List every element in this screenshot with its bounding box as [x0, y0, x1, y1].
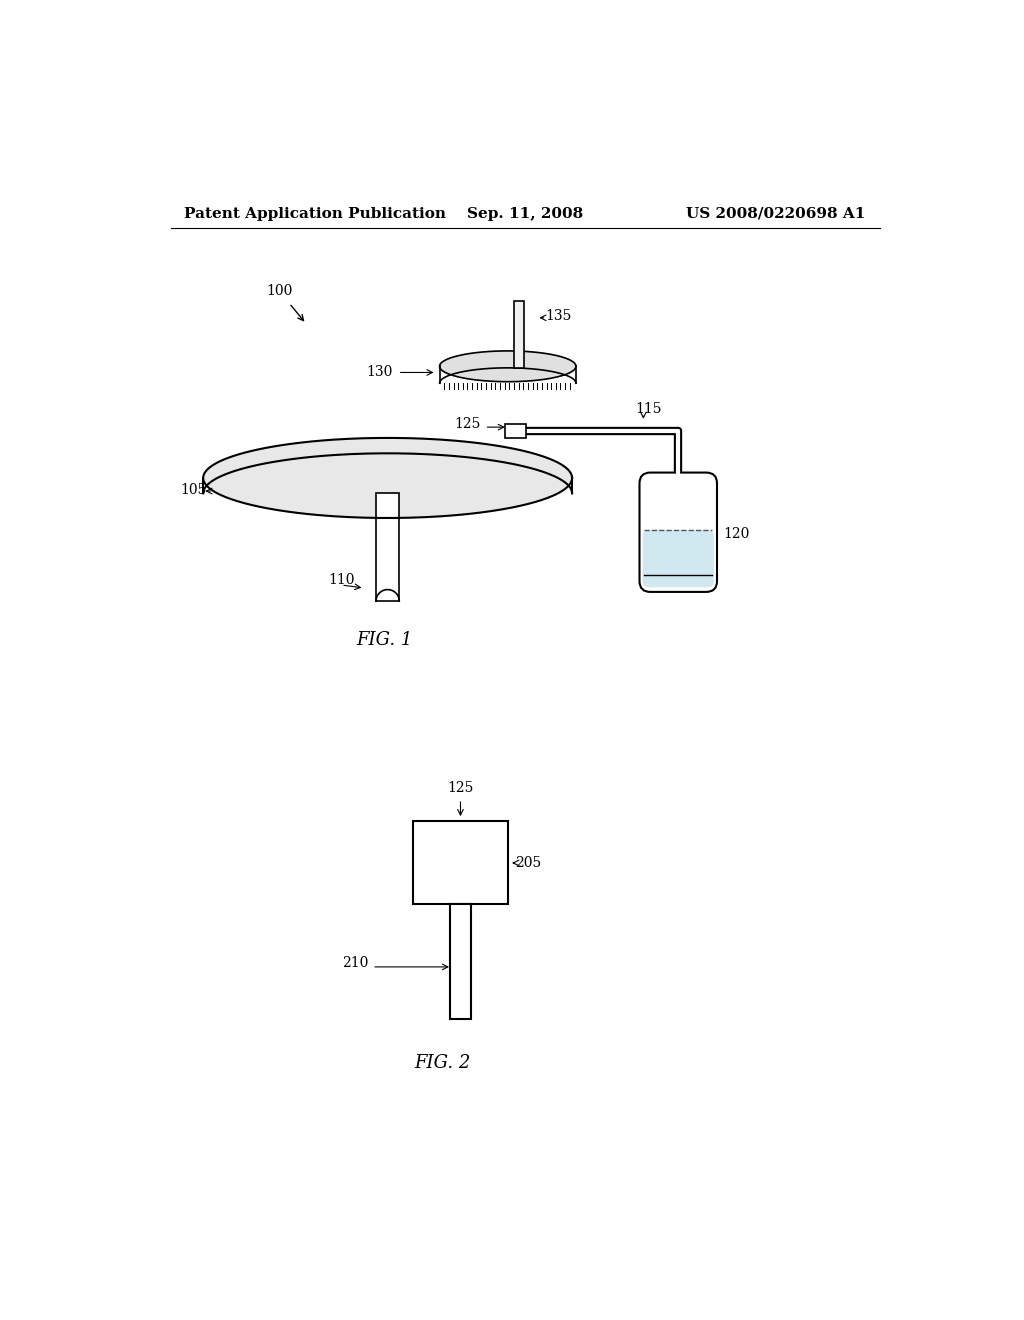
- Text: 110: 110: [328, 573, 354, 587]
- Text: FIG. 1: FIG. 1: [356, 631, 413, 648]
- Text: 115: 115: [636, 401, 663, 416]
- Text: FIG. 2: FIG. 2: [415, 1055, 471, 1072]
- Text: 205: 205: [515, 855, 542, 870]
- Text: 120: 120: [723, 527, 750, 541]
- Text: 125: 125: [447, 781, 474, 795]
- Bar: [514, 301, 524, 368]
- Polygon shape: [203, 438, 572, 517]
- Bar: [414, 821, 508, 904]
- Bar: [376, 494, 399, 601]
- FancyBboxPatch shape: [643, 529, 714, 587]
- Text: 100: 100: [266, 284, 292, 298]
- Bar: [506, 424, 525, 438]
- Text: 105: 105: [180, 483, 207, 496]
- Text: 125: 125: [455, 417, 480, 432]
- Text: US 2008/0220698 A1: US 2008/0220698 A1: [686, 207, 866, 220]
- Text: 135: 135: [545, 309, 571, 323]
- Polygon shape: [439, 351, 575, 381]
- Text: Sep. 11, 2008: Sep. 11, 2008: [467, 207, 583, 220]
- Text: 130: 130: [367, 366, 393, 379]
- Text: Patent Application Publication: Patent Application Publication: [183, 207, 445, 220]
- Text: 210: 210: [342, 956, 369, 970]
- Bar: [451, 904, 471, 1019]
- FancyBboxPatch shape: [640, 473, 717, 591]
